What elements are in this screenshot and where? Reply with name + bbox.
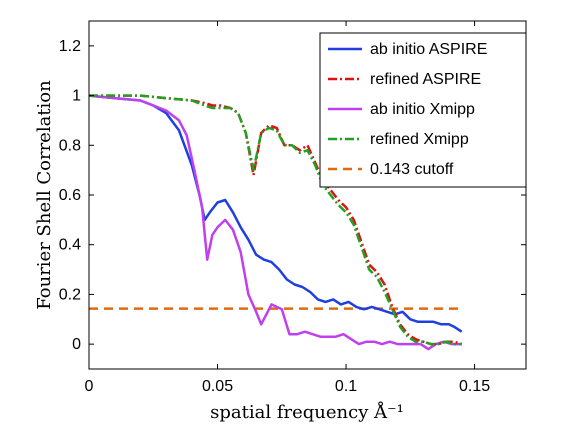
x-tick-label: 0.1	[335, 378, 357, 395]
y-tick-label: 1.2	[59, 38, 81, 55]
x-tick-label: 0	[85, 378, 94, 395]
x-tick-label: 0.15	[459, 378, 490, 395]
series-line-refined-xmipp	[89, 94, 462, 346]
y-tick-label: 1	[72, 88, 81, 105]
y-tick-label: 0.8	[59, 137, 81, 154]
y-tick-label: 0.6	[59, 187, 81, 204]
x-axis-label: spatial frequency Å⁻¹	[210, 401, 404, 423]
legend-label: ab initio Xmipp	[370, 101, 475, 118]
chart-legend: ab initio ASPIRE refined ASPIRE ab initio …	[319, 32, 527, 188]
series-line-ab-initio-xmipp	[88, 94, 462, 351]
y-tick-label: 0.4	[59, 237, 81, 254]
axis-ticks: 0 0.05 0.1 0.15 0 0.2 0.4 0.6 0.8 1 1.2	[59, 21, 526, 395]
legend-label: refined ASPIRE	[370, 71, 481, 88]
y-tick-label: 0	[72, 336, 81, 353]
legend-label: 0.143 cutoff	[370, 161, 454, 178]
x-tick-label: 0.05	[202, 378, 233, 395]
legend-label: ab initio ASPIRE	[370, 41, 487, 58]
legend-label: refined Xmipp	[370, 131, 469, 148]
y-tick-label: 0.2	[59, 286, 81, 303]
series-layer	[88, 94, 463, 351]
y-axis-label: Fourier Shell Correlation	[34, 80, 55, 310]
